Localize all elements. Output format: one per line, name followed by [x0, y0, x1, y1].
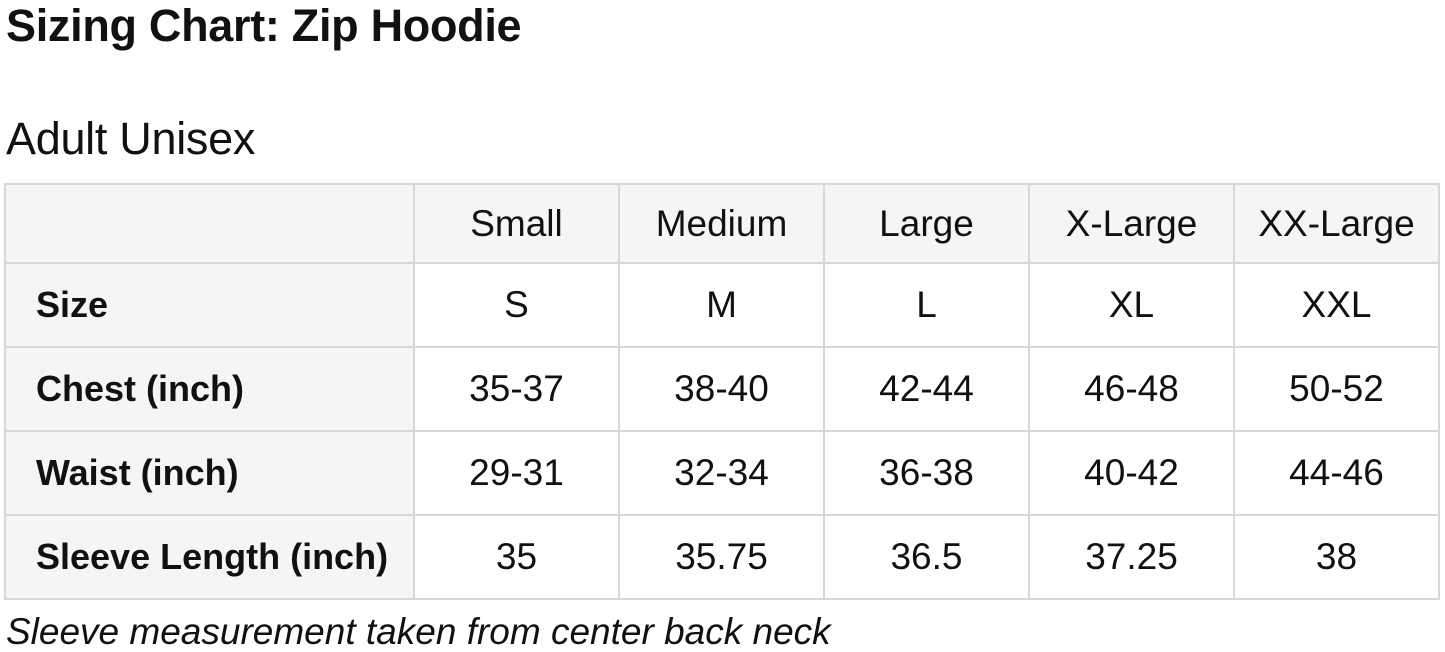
section-title: Adult Unisex — [6, 113, 256, 165]
table-cell: 29-31 — [413, 430, 620, 516]
column-header-small: Small — [413, 183, 620, 264]
row-label-chest: Chest (inch) — [4, 346, 415, 432]
table-cell: 37.25 — [1028, 514, 1235, 600]
column-header-medium: Medium — [618, 183, 825, 264]
footnote: Sleeve measurement taken from center bac… — [6, 611, 831, 652]
table-cell: 36.5 — [823, 514, 1030, 600]
table-cell: 38-40 — [618, 346, 825, 432]
table-row-chest: Chest (inch) 35-37 38-40 42-44 46-48 50-… — [4, 346, 1440, 432]
row-label-size: Size — [4, 262, 415, 348]
page-title: Sizing Chart: Zip Hoodie — [6, 0, 522, 51]
table-cell: 40-42 — [1028, 430, 1235, 516]
table-cell: XXL — [1233, 262, 1440, 348]
header-row: Small Medium Large X-Large XX-Large — [4, 183, 1440, 264]
column-header-x-large: X-Large — [1028, 183, 1235, 264]
table-cell: 32-34 — [618, 430, 825, 516]
table-cell: L — [823, 262, 1030, 348]
table-row-sleeve-length: Sleeve Length (inch) 35 35.75 36.5 37.25… — [4, 514, 1440, 600]
table-cell: 42-44 — [823, 346, 1030, 432]
table-cell: 50-52 — [1233, 346, 1440, 432]
table-row-waist: Waist (inch) 29-31 32-34 36-38 40-42 44-… — [4, 430, 1440, 516]
column-header-large: Large — [823, 183, 1030, 264]
table-cell: S — [413, 262, 620, 348]
table-cell: 35 — [413, 514, 620, 600]
table-row-size: Size S M L XL XXL — [4, 262, 1440, 348]
table-cell: 36-38 — [823, 430, 1030, 516]
table-cell: 38 — [1233, 514, 1440, 600]
row-label-sleeve-length: Sleeve Length (inch) — [4, 514, 415, 600]
table-cell: 46-48 — [1028, 346, 1235, 432]
row-label-waist: Waist (inch) — [4, 430, 415, 516]
table-cell: 35.75 — [618, 514, 825, 600]
table-cell: XL — [1028, 262, 1235, 348]
table-cell: 44-46 — [1233, 430, 1440, 516]
table-cell: 35-37 — [413, 346, 620, 432]
table-cell: M — [618, 262, 825, 348]
sizing-table: Small Medium Large X-Large XX-Large Size… — [4, 183, 1440, 600]
column-header-xx-large: XX-Large — [1233, 183, 1440, 264]
corner-cell — [4, 183, 415, 264]
